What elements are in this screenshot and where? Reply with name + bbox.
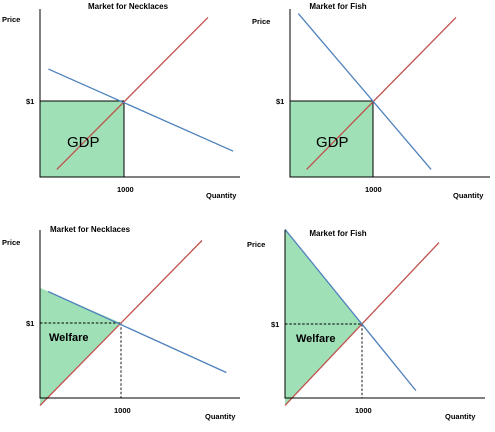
panel-fish-gdp: Market for Fish Price Quantity $1 1000 G…	[252, 2, 490, 200]
welfare-label: Welfare	[49, 332, 89, 344]
chart-title: Market for Necklaces	[88, 2, 169, 11]
axes	[39, 230, 240, 399]
price-tick-label: $1	[276, 97, 284, 106]
supply-line	[39, 240, 203, 406]
gdp-area	[40, 101, 124, 177]
x-axis-label: Quantity	[205, 412, 236, 421]
panel-fish-welfare: Market for Fish Price Quantity $1 1000 W…	[247, 228, 485, 421]
price-tick-label: $1	[26, 319, 34, 328]
panel-necklaces-gdp: Market for Necklaces Price Quantity $1 1…	[2, 2, 240, 200]
y-axis-label: Price	[247, 240, 265, 249]
supply-line	[56, 16, 209, 170]
panel-necklaces-welfare: Market for Necklaces Price Quantity $1 1…	[2, 225, 240, 421]
quantity-tick-label: 1000	[365, 185, 382, 194]
axes	[39, 9, 240, 178]
quantity-tick-label: 1000	[355, 406, 372, 415]
axes	[284, 230, 485, 399]
x-axis-label: Quantity	[453, 191, 484, 200]
welfare-label: Welfare	[296, 333, 336, 345]
chart-title: Market for Fish	[309, 229, 366, 238]
demand-line	[48, 68, 234, 152]
gdp-area	[290, 101, 373, 177]
axes	[289, 9, 490, 178]
demand-line	[47, 290, 227, 374]
supply-line	[306, 16, 457, 170]
y-axis-label: Price	[2, 15, 20, 24]
demand-line	[297, 13, 432, 170]
gdp-label: GDP	[67, 134, 100, 151]
gdp-label: GDP	[316, 134, 349, 151]
chart-title: Market for Necklaces	[50, 225, 131, 234]
demand-line	[284, 228, 417, 392]
quantity-tick-label: 1000	[117, 185, 134, 194]
price-tick-label: $1	[26, 97, 34, 106]
price-tick-label: $1	[271, 320, 279, 329]
y-axis-label: Price	[252, 17, 270, 26]
welfare-area	[285, 229, 362, 406]
chart-title: Market for Fish	[309, 2, 366, 11]
quantity-tick-label: 1000	[114, 406, 131, 415]
x-axis-label: Quantity	[445, 412, 476, 421]
y-axis-label: Price	[2, 238, 20, 247]
welfare-area	[40, 287, 121, 406]
x-axis-label: Quantity	[206, 191, 237, 200]
